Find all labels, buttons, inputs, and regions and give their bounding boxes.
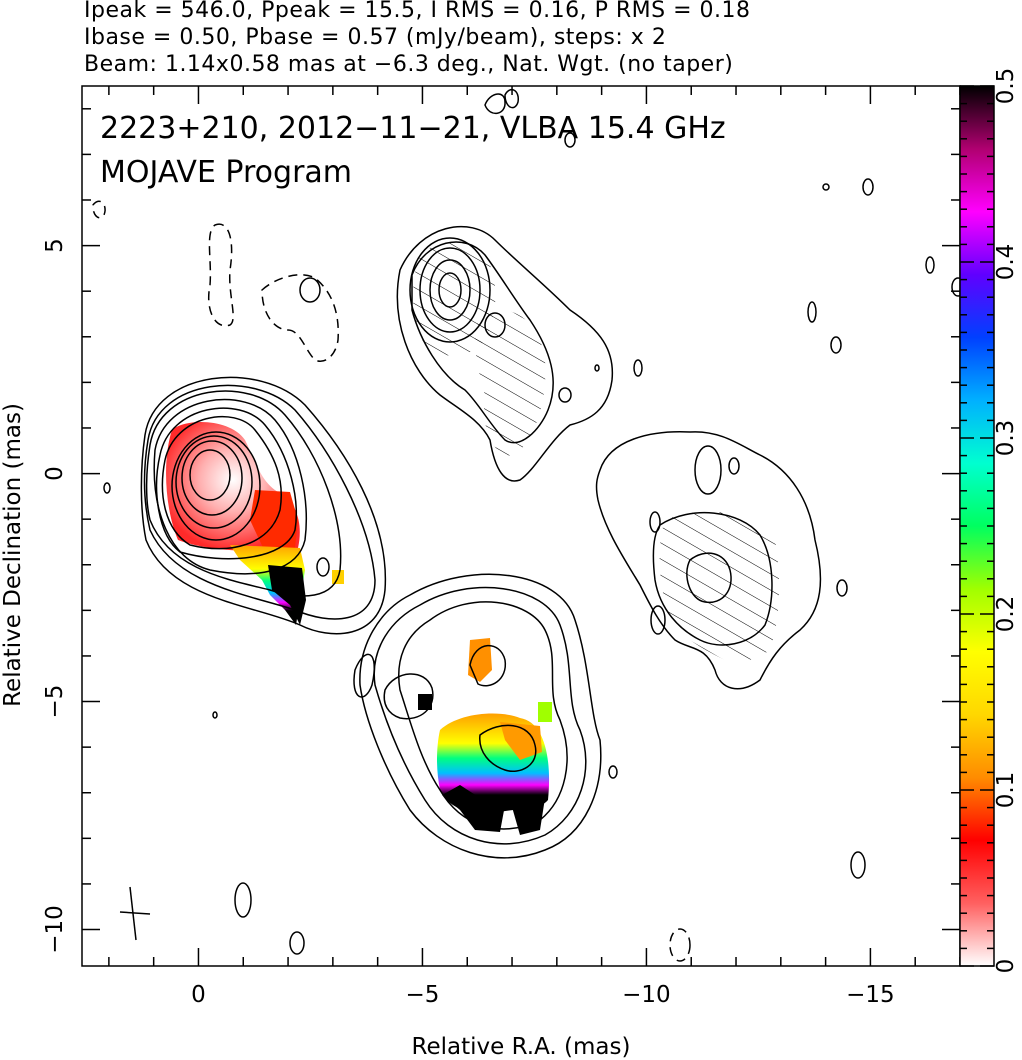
x-tick-label: 0: [191, 982, 206, 1008]
header-line-beam: Beam: 1.14x0.58 mas at −6.3 deg., Nat. W…: [84, 52, 734, 77]
y-tick-label: −10: [42, 905, 68, 954]
y-tick-label: −5: [42, 685, 68, 719]
x-axis-title: Relative R.A. (mas): [412, 1034, 631, 1060]
negative-contours: [92, 200, 691, 962]
colorbar-tick-label: 0.2: [993, 596, 1019, 633]
colorbar-tick-label: 0.3: [993, 420, 1019, 457]
beam-marker: [119, 886, 151, 941]
hatched-regions: [413, 242, 780, 662]
y-axis-title: Relative Declination (mas): [0, 403, 26, 707]
colorbar-tick-label: 0: [993, 959, 1019, 974]
colorbar-tick-label: 0.4: [993, 244, 1019, 281]
x-tick-label: −5: [405, 982, 439, 1008]
colorbar-tick-label: 0.5: [993, 68, 1019, 105]
y-tick-label: 5: [42, 238, 68, 253]
x-tick-label: −10: [622, 982, 671, 1008]
header-line-base: Ibase = 0.50, Pbase = 0.57 (mJy/beam), s…: [84, 25, 667, 50]
header-line-peaks: Ipeak = 546.0, Ppeak = 15.5, I RMS = 0.1…: [84, 0, 751, 23]
colorbar-ticks: 0 0.1 0.2 0.3 0.4 0.5: [960, 68, 1019, 974]
axis-ticks: 0 −5 −10 −15 5 0 −5 −10: [42, 86, 961, 1008]
y-tick-label: 0: [42, 466, 68, 481]
intensity-contours: [103, 88, 960, 955]
x-tick-label: −15: [846, 982, 895, 1008]
plot-title-line1: 2223+210, 2012−11−21, VLBA 15.4 GHz: [100, 111, 726, 146]
plot-title-line2: MOJAVE Program: [100, 155, 352, 190]
colorbar-tick-label: 0.1: [993, 772, 1019, 809]
